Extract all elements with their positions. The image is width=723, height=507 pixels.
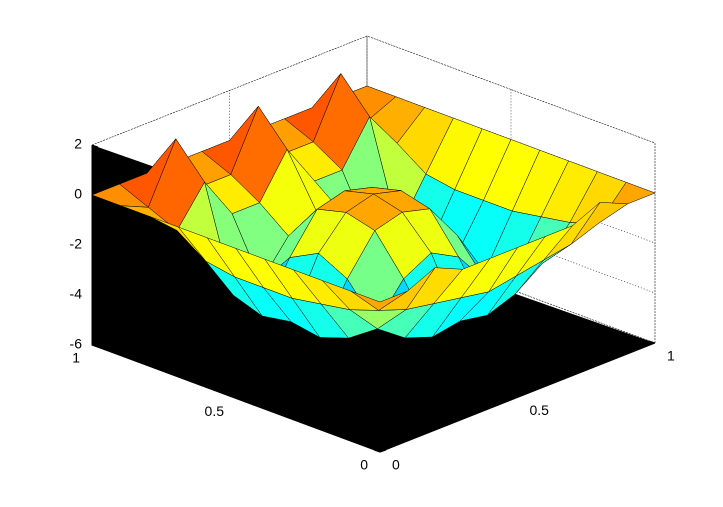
y-tick-label: 0.5 bbox=[205, 403, 225, 419]
z-tick bbox=[91, 344, 99, 348]
z-tick-label: -6 bbox=[70, 336, 83, 352]
x-tick bbox=[373, 449, 381, 453]
y-tick bbox=[379, 449, 387, 453]
z-tick-label: 2 bbox=[74, 136, 82, 152]
x-tick bbox=[648, 340, 656, 344]
z-tick bbox=[91, 244, 99, 248]
x-tick-label: 1 bbox=[667, 348, 675, 364]
z-tick-label: -4 bbox=[70, 286, 83, 302]
y-tick bbox=[235, 396, 243, 399]
z-tick-label: 0 bbox=[74, 186, 82, 202]
y-tick-label: 0 bbox=[360, 457, 368, 473]
y-tick-label: 1 bbox=[72, 350, 80, 366]
surface-patch bbox=[350, 290, 408, 311]
y-tick bbox=[91, 342, 99, 346]
x-tick-label: 0 bbox=[392, 457, 400, 473]
x-tick bbox=[511, 395, 518, 398]
z-tick bbox=[91, 144, 99, 148]
x-tick-label: 0.5 bbox=[530, 402, 550, 418]
grid-line bbox=[366, 36, 656, 344]
z-tick bbox=[91, 294, 99, 298]
grid-line bbox=[379, 143, 656, 453]
z-tick-label: -2 bbox=[70, 236, 83, 252]
